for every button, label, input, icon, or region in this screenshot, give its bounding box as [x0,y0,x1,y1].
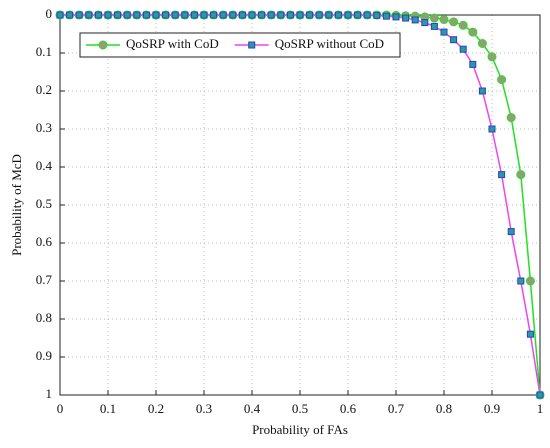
data-point [440,28,448,36]
x-tick-label: 0 [57,401,64,416]
data-point [133,11,141,19]
y-tick-label: 0.7 [36,272,53,287]
data-point [238,11,246,19]
data-point [94,11,102,19]
legend: QoSRP with CoD QoSRP without CoD [79,32,401,58]
legend-label: QoSRP with CoD [126,36,219,51]
x-tick-label: 0.3 [196,401,212,416]
data-point [85,11,93,19]
data-point [536,391,544,399]
data-point [468,27,478,37]
data-point [526,330,534,338]
x-tick-label: 0.6 [340,401,357,416]
data-point [525,276,535,286]
data-point [325,11,333,19]
data-point [402,14,410,22]
x-tick-label: 0.1 [100,401,116,416]
data-point [114,11,122,19]
data-point [411,16,419,24]
data-point [200,11,208,19]
x-tick-label: 0.8 [436,401,452,416]
data-point [498,171,506,179]
data-point [277,11,285,19]
data-point [450,36,458,44]
x-tick-label: 0.2 [148,401,164,416]
data-point [162,11,170,19]
data-point [439,15,449,25]
data-point [190,11,198,19]
data-point [286,11,294,19]
data-point [306,11,314,19]
data-point [373,11,381,19]
legend-label: QoSRP without CoD [275,36,384,51]
data-point [429,13,439,23]
y-tick-label: 1 [46,386,53,401]
data-point [210,11,218,19]
data-point [488,125,496,133]
data-point [497,75,507,85]
y-tick-label: 0.3 [36,120,52,135]
y-tick-label: 0 [46,6,53,21]
data-point [449,17,459,27]
x-tick-label: 0.9 [484,401,500,416]
y-tick-label: 0.9 [36,348,52,363]
data-point [219,11,227,19]
data-point [123,11,131,19]
y-tick-label: 0.2 [36,82,52,97]
data-point [142,11,150,19]
data-point [478,87,486,95]
data-point [104,11,112,19]
data-point [458,20,468,30]
data-point [517,277,525,285]
data-point [75,11,83,19]
x-tick-label: 1 [537,401,544,416]
data-point [421,19,429,27]
data-point [258,11,266,19]
data-point [315,11,323,19]
data-point [56,11,64,19]
x-tick-label: 0.4 [244,401,261,416]
data-point [516,170,526,180]
data-point [171,11,179,19]
data-point [430,22,438,30]
y-axis-label: Probability of McD [9,154,24,256]
x-tick-label: 0.5 [292,401,308,416]
data-point [344,11,352,19]
data-point [459,45,467,53]
y-tick-label: 0.8 [36,310,52,325]
data-point [334,11,342,19]
y-tick-label: 0.1 [36,44,52,59]
data-point [267,11,275,19]
legend-marker [248,41,256,49]
legend-marker [98,40,108,50]
data-point [354,11,362,19]
x-tick-label: 0.7 [388,401,405,416]
data-point [477,39,487,48]
data-point [487,52,497,62]
data-point [296,11,304,19]
data-point [181,11,189,19]
y-tick-label: 0.6 [36,234,53,249]
x-axis-label: Probability of FAs [252,422,348,437]
data-point [382,12,390,20]
data-point [66,11,74,19]
data-point [507,228,515,236]
data-point [363,11,371,19]
data-point [248,11,256,19]
data-point [229,11,237,19]
y-tick-label: 0.4 [36,158,53,173]
data-point [506,113,516,123]
y-tick-label: 0.5 [36,196,52,211]
data-point [152,11,160,19]
data-point [469,60,477,68]
data-point [392,13,400,21]
